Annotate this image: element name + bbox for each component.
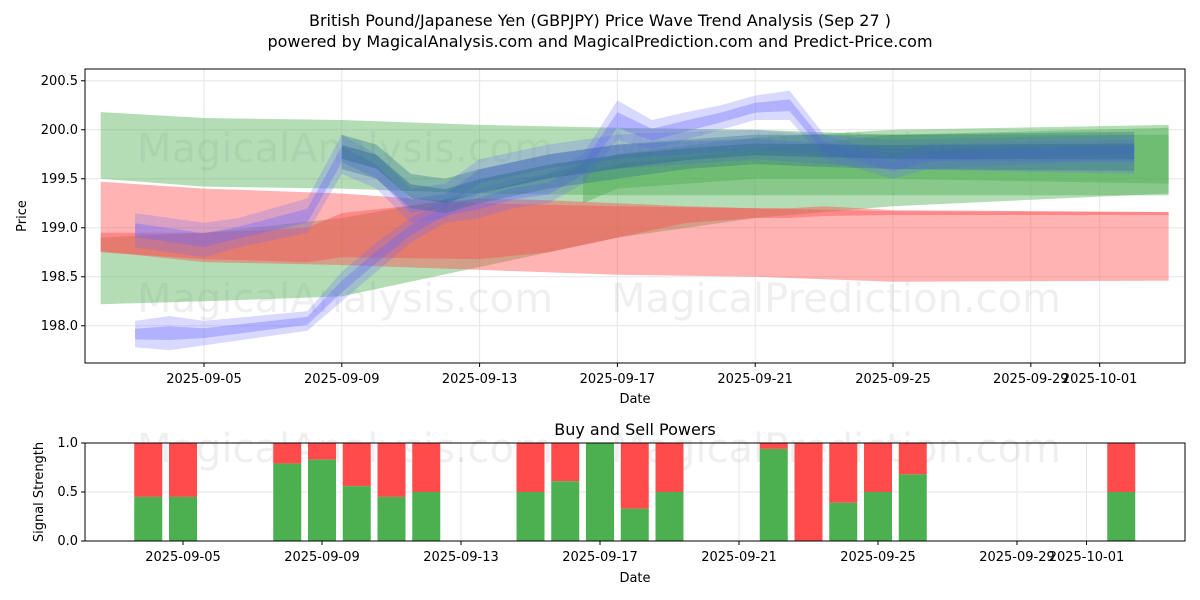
sell-bar [829,443,858,503]
signal-x-tick-label: 2025-09-05 [145,550,221,565]
price-x-tick-label: 2025-09-05 [166,372,242,387]
price-x-tick-label: 2025-09-17 [580,372,656,387]
watermark-text: MagicalAnalysis.com [137,276,553,322]
price-y-tick-label: 200.0 [41,123,78,138]
price-band-red-3 [100,181,1169,282]
chart-title: British Pound/Japanese Yen (GBPJPY) Pric… [309,11,891,30]
sell-bar [864,443,892,492]
buy-bar [551,481,580,541]
buy-bar [412,492,441,541]
price-band-green-1 [100,124,1169,305]
signal-x-tick-label: 2025-09-25 [840,550,916,565]
signal-y-ticks: 0.0 0.5 1.0 [57,436,85,549]
price-y-tick-label: 199.5 [41,172,78,187]
price-watermarks: MagicalAnalysis.com MagicalPrediction.com… [137,126,1061,322]
buy-bar [620,508,649,541]
price-band-green-2 [583,127,1169,204]
buy-bar [898,474,927,541]
price-y-tick-label: 198.5 [41,270,78,285]
price-x-tick-label: 2025-09-13 [442,372,518,387]
sell-bar [655,443,684,492]
price-gridlines [85,69,1185,363]
price-band-green-0 [100,112,1169,196]
price-x-tick-label: 2025-09-25 [855,372,931,387]
signal-x-ticks: 2025-09-05 2025-09-09 2025-09-13 2025-09-17… [145,541,1124,565]
buy-bar [586,443,614,541]
price-y-tick-label: 198.0 [41,319,78,334]
price-band-red-4 [100,198,1169,263]
price-x-tick-label: 2025-09-21 [717,372,793,387]
sell-bar [342,443,371,487]
watermark-text: MagicalPrediction.com [611,276,1061,322]
signal-panel: Buy and Sell Powers MagicalAnalysis.comM… [32,420,1186,586]
buy-bar [655,492,684,541]
price-x-tick-label: 2025-10-01 [1062,372,1138,387]
buy-bar [864,492,892,541]
price-y-tick-label: 200.5 [41,74,78,89]
sell-bar [620,443,649,509]
signal-bars [134,443,1136,541]
buy-bar [308,459,336,541]
sell-bar [412,443,441,492]
price-y-ticks: 198.0 198.5 199.0 199.5 200.0 200.5 [41,74,85,334]
sell-bar [516,443,545,492]
signal-y-axis-label: Signal Strength [32,442,47,542]
price-x-tick-label: 2025-09-29 [993,372,1069,387]
signal-y-tick-label: 0.0 [57,534,78,549]
watermark-text: MagicalAnalysis.com [137,126,553,172]
signal-x-tick-label: 2025-09-13 [423,550,499,565]
watermark-text: MagicalPrediction.com [611,126,1061,172]
price-band-blue-6 [135,129,1135,258]
sell-bar [1107,443,1136,492]
price-band-blue-5 [135,90,1135,351]
signal-x-axis-label: Date [619,571,650,586]
price-y-tick-label: 199.0 [41,221,78,236]
buy-bar [829,502,858,541]
price-panel: MagicalAnalysis.com MagicalPrediction.com… [15,68,1186,407]
sell-bar [169,443,197,497]
sell-bar [134,443,163,497]
sell-bar [273,443,302,464]
buy-bar [342,486,371,541]
chart-subtitle: powered by MagicalAnalysis.com and Magic… [267,32,932,51]
price-band-teal-7 [341,131,1135,214]
buy-bar [273,463,302,541]
price-band-core-blue-5 [135,99,1135,341]
sell-bar [308,443,336,460]
sell-bar [794,443,823,541]
sell-bar [377,443,406,497]
price-plot-area [85,69,1185,363]
buy-bar [169,496,197,541]
price-x-tick-label: 2025-09-09 [304,372,380,387]
signal-x-tick-label: 2025-09-29 [979,550,1055,565]
signal-y-tick-label: 1.0 [57,436,78,451]
signal-x-tick-label: 2025-10-01 [1049,550,1125,565]
buy-bar [134,496,163,541]
buy-bar [516,492,545,541]
buy-bar [759,448,788,541]
sell-bar [898,443,927,475]
price-x-axis-label: Date [619,392,650,407]
signal-x-tick-label: 2025-09-09 [284,550,360,565]
price-band-core-blue-6 [135,138,1135,247]
price-y-axis-label: Price [15,200,30,232]
buy-bar [377,496,406,541]
sell-bar [759,443,788,449]
signal-x-tick-label: 2025-09-17 [562,550,638,565]
sell-bar [551,443,580,482]
price-bands [100,90,1169,351]
signal-panel-title: Buy and Sell Powers [554,420,716,439]
signal-x-tick-label: 2025-09-21 [701,550,777,565]
signal-y-tick-label: 0.5 [57,485,78,500]
price-plot-border [84,68,1186,364]
price-x-ticks: 2025-09-05 2025-09-09 2025-09-13 2025-09-17… [166,363,1137,387]
price-band-core-teal-7 [341,143,1135,203]
buy-bar [1107,492,1136,541]
